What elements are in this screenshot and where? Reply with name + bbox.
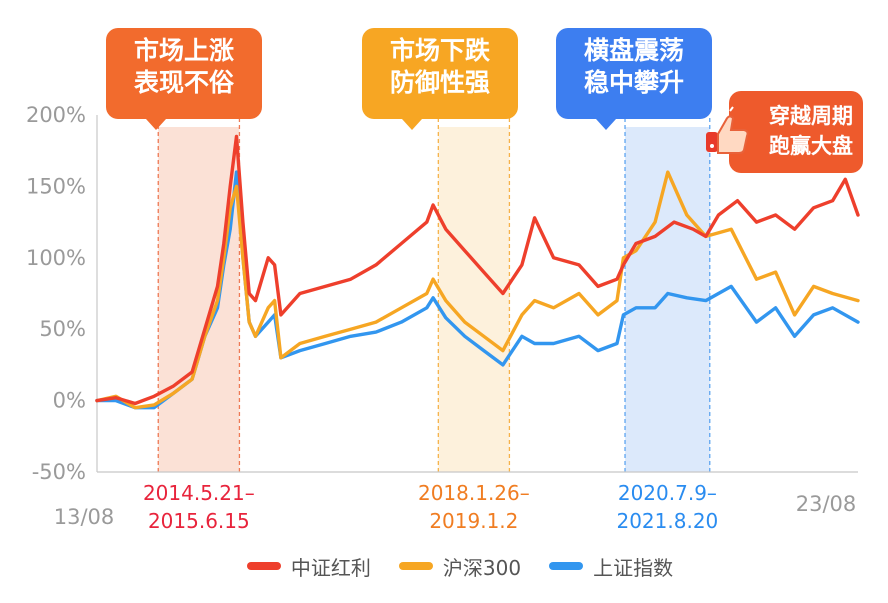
callout-sideways-line1: 横盘震荡 [583, 36, 684, 65]
callout-market-rise: 市场上涨 表现不俗 [106, 28, 262, 130]
legend-swatch [246, 562, 281, 570]
y-tick-label: 150% [26, 174, 86, 198]
thumbs-up-hand-icon [706, 106, 749, 154]
legend-swatch [398, 562, 433, 570]
callout-pointer [146, 119, 166, 130]
callout-pointer [596, 119, 616, 130]
legend-item-shanghai: 上证指数 [549, 552, 673, 581]
legend-item-dividend: 中证红利 [246, 552, 371, 581]
legend-swatch [549, 562, 584, 570]
y-tick-label: 200% [26, 103, 86, 127]
y-tick-label: 100% [26, 246, 86, 270]
series-line-1 [95, 170, 860, 410]
callout-market-fall-line2: 防御性强 [389, 68, 490, 97]
y-tick-label: -50% [32, 460, 86, 484]
outperform-badge: 穿越周期 跑赢大盘 [729, 91, 863, 173]
callout-market-fall: 市场下跌 防御性强 [362, 28, 518, 130]
period-range-start-label: 2020.7.9– [618, 481, 717, 505]
legend-label: 中证红利 [290, 555, 371, 580]
period-range-start-label: 2018.1.26– [418, 481, 530, 505]
callout-sideways: 横盘震荡 稳中攀升 [556, 28, 712, 130]
shaded-period-1 [438, 127, 510, 472]
callout-market-fall-line1: 市场下跌 [389, 36, 490, 65]
period-range-end-label: 2015.6.15 [148, 509, 250, 533]
legend-label: 上证指数 [593, 555, 674, 580]
y-tick-label: 0% [53, 389, 86, 413]
series-line-0 [95, 134, 860, 406]
period-range-end-label: 2019.1.2 [429, 509, 518, 533]
shaded-period-0 [158, 127, 240, 472]
callout-market-rise-line1: 市场上涨 [133, 36, 234, 65]
legend-label: 沪深300 [442, 555, 522, 580]
x-tick-label-end: 23/08 [796, 492, 857, 516]
period-range-end-label: 2021.8.20 [616, 509, 718, 533]
callout-sideways-line2: 稳中攀升 [583, 68, 684, 97]
badge-line2: 跑赢大盘 [769, 134, 853, 158]
legend-item-csi300: 沪深300 [398, 552, 522, 581]
callout-market-rise-line2: 表现不俗 [133, 68, 234, 97]
x-tick-label-start: 13/08 [54, 505, 115, 529]
y-tick-label: 50% [39, 317, 86, 341]
badge-line1: 穿越周期 [769, 104, 853, 128]
period-range-start-label: 2014.5.21– [143, 481, 255, 505]
chart-legend: 中证红利 沪深300 上证指数 [200, 549, 720, 583]
callout-pointer [402, 119, 422, 130]
